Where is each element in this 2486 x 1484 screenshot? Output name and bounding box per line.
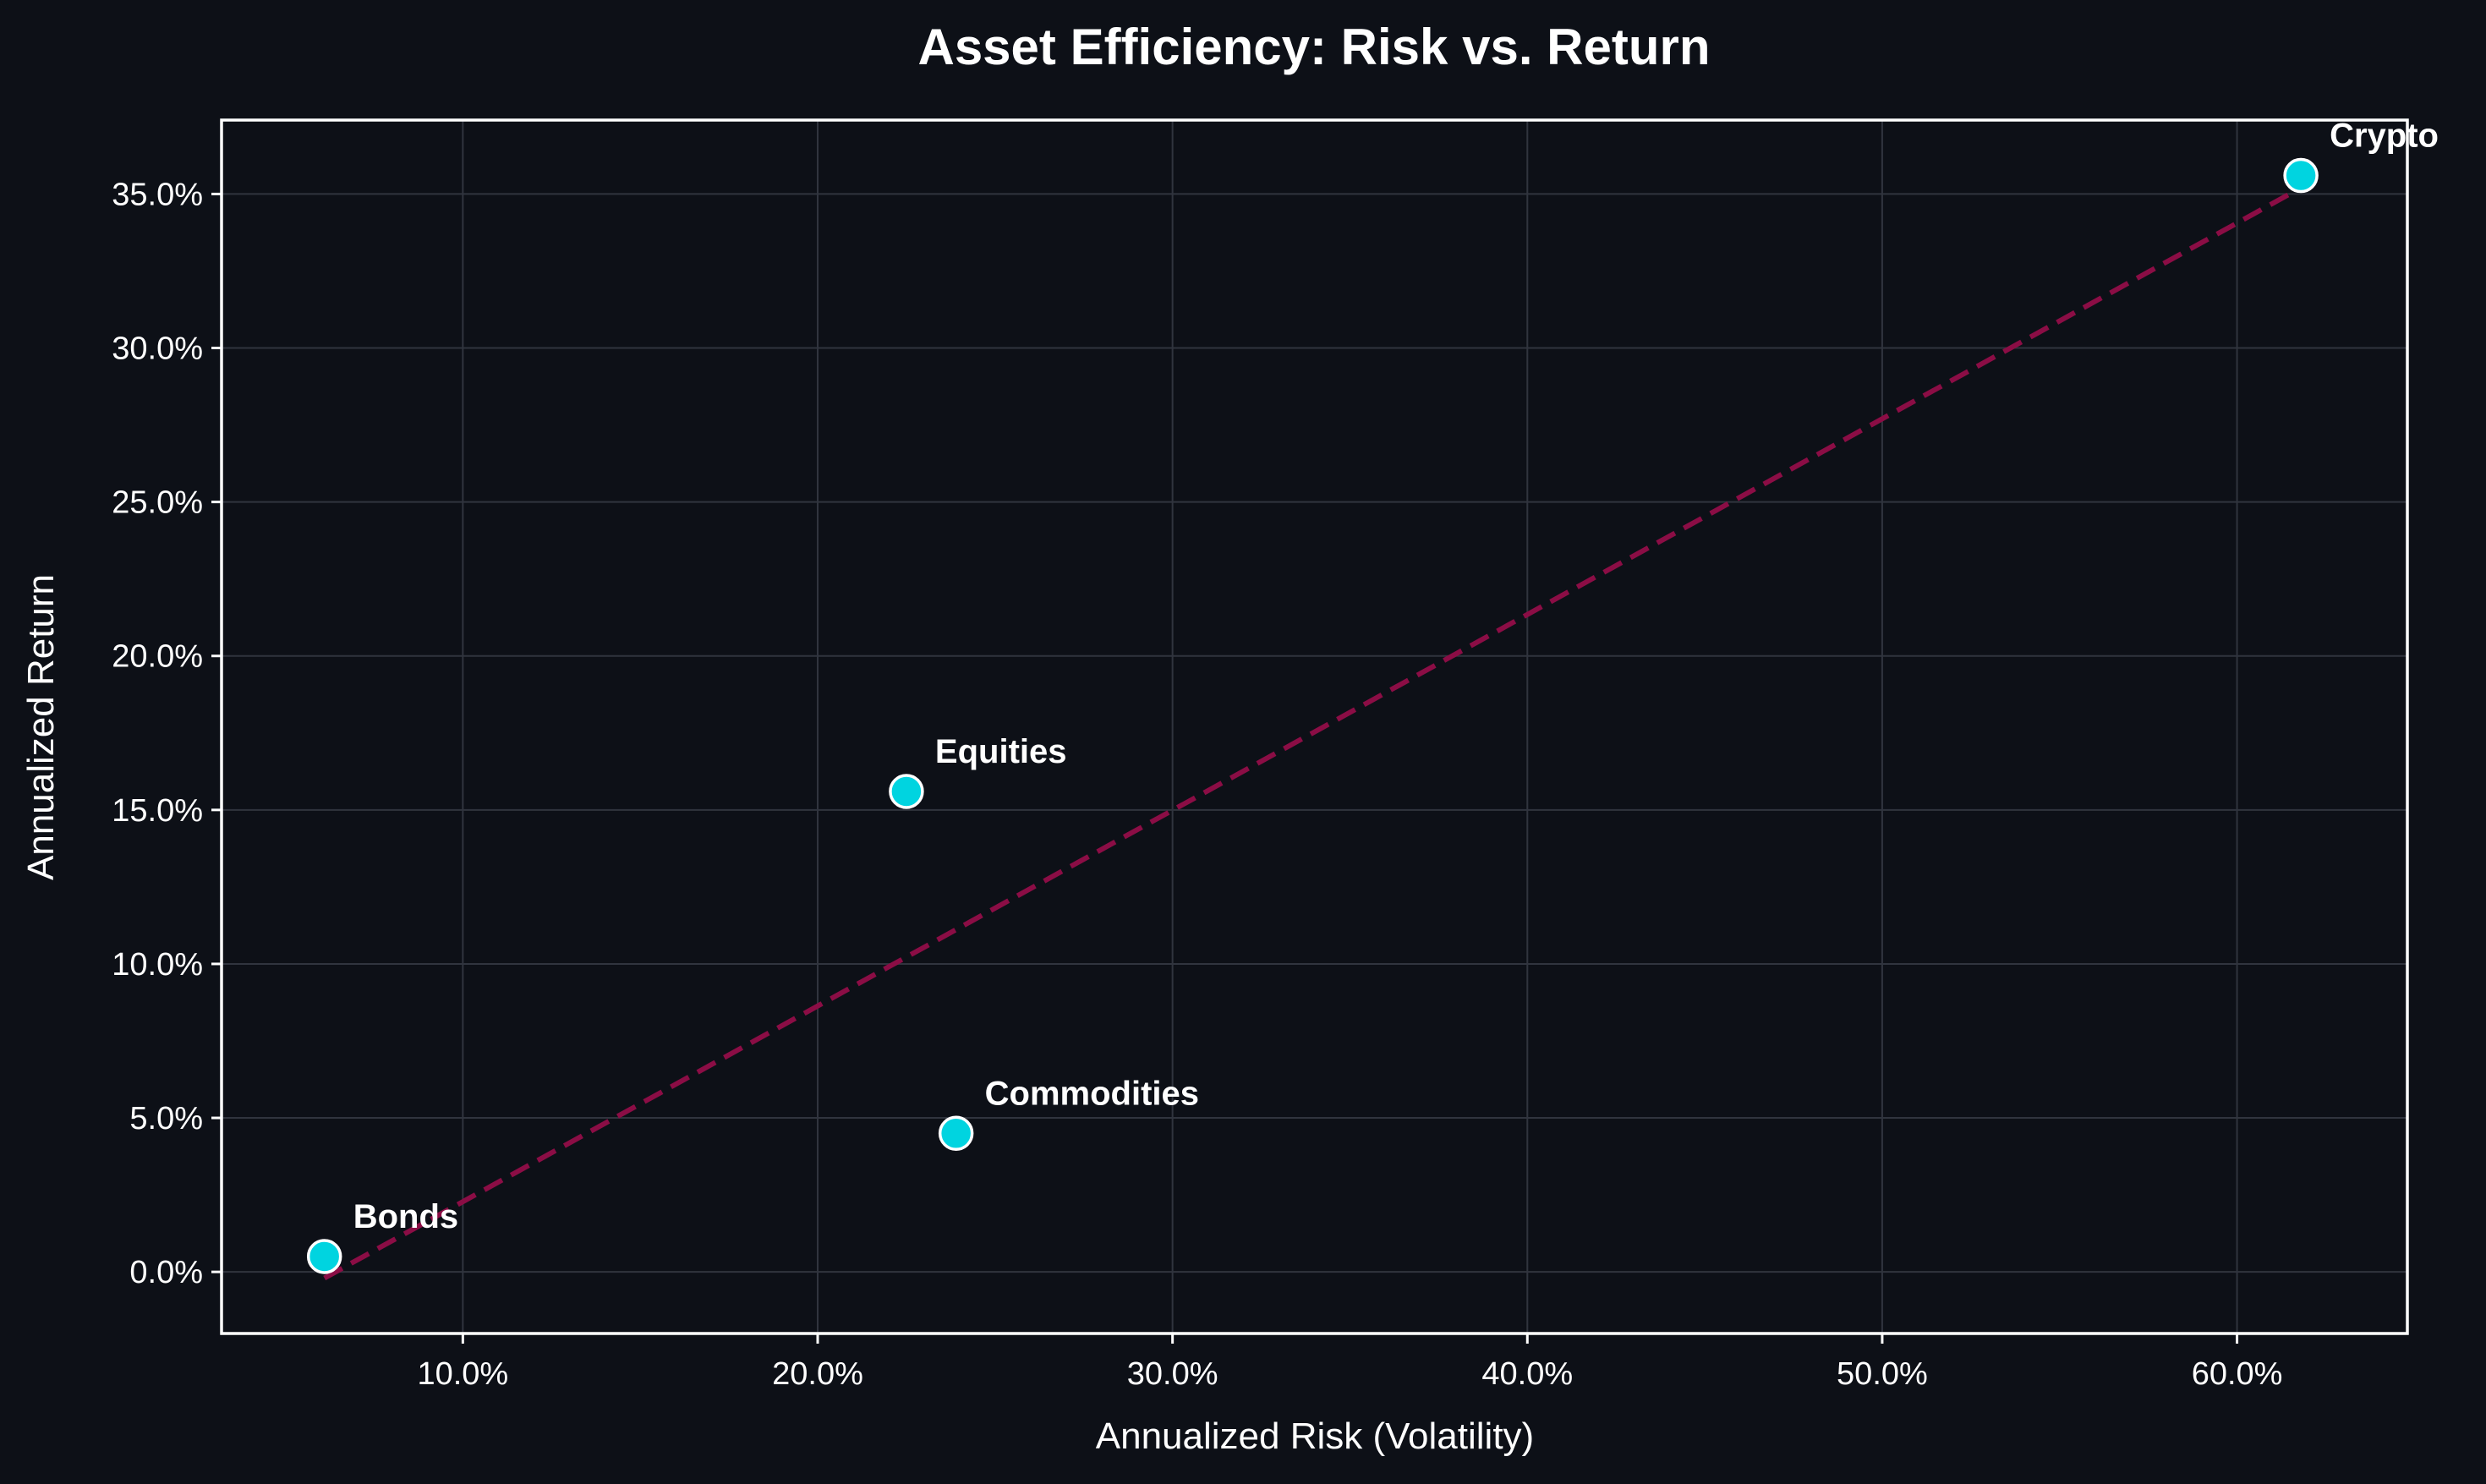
point-label-bonds: Bonds <box>353 1198 458 1235</box>
point-label-equities: Equities <box>935 733 1067 770</box>
points-group: Bonds Equities Commodities Crypto <box>306 118 2439 1274</box>
chart-title: Asset Efficiency: Risk vs. Return <box>917 19 1710 75</box>
y-tick-label: 10.0% <box>112 947 203 983</box>
y-ticks: 0.0% 5.0% 10.0% 15.0% 20.0% 25.0% 30.0% 35.0% <box>112 177 222 1290</box>
x-axis-label: Annualized Risk (Volatility) <box>1096 1416 1534 1457</box>
point-label-commodities: Commodities <box>985 1075 1199 1112</box>
y-tick-label: 5.0% <box>129 1101 203 1136</box>
trendline <box>323 185 2303 1281</box>
point-label-crypto: Crypto <box>2330 118 2439 155</box>
y-tick-label: 35.0% <box>112 177 203 212</box>
y-tick-label: 20.0% <box>112 639 203 675</box>
y-tick-label: 15.0% <box>112 793 203 829</box>
y-tick-label: 0.0% <box>129 1255 203 1290</box>
y-axis-label: Annualized Return <box>20 574 62 880</box>
data-point-equities <box>889 774 924 809</box>
data-point-commodities <box>938 1115 974 1152</box>
grid <box>222 120 2407 1333</box>
x-tick-label: 50.0% <box>1837 1356 1928 1392</box>
trendline-group <box>323 185 2303 1281</box>
x-tick-label: 40.0% <box>1481 1356 1573 1392</box>
x-tick-label: 60.0% <box>2192 1356 2283 1392</box>
x-ticks: 10.0% 20.0% 30.0% 40.0% 50.0% 60.0% <box>417 1333 2282 1392</box>
plot-frame <box>220 118 2409 1335</box>
data-point-bonds <box>306 1239 342 1274</box>
x-tick-label: 10.0% <box>417 1356 508 1392</box>
x-tick-label: 20.0% <box>772 1356 863 1392</box>
data-point-crypto <box>2283 157 2319 194</box>
y-tick-label: 25.0% <box>112 485 203 521</box>
x-tick-label: 30.0% <box>1127 1356 1218 1392</box>
y-tick-label: 30.0% <box>112 331 203 367</box>
